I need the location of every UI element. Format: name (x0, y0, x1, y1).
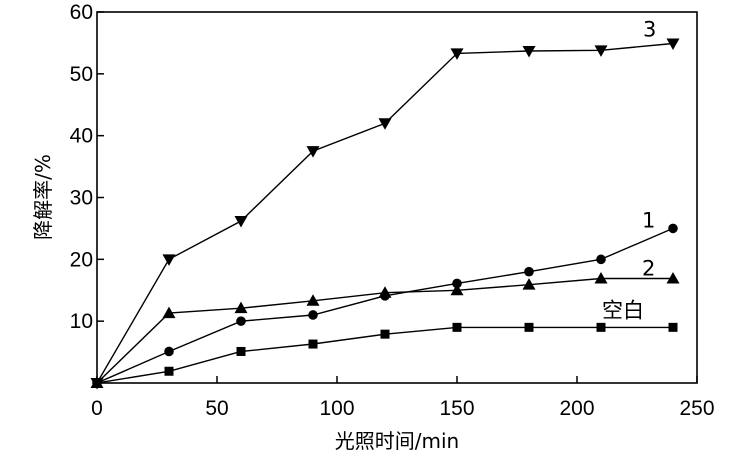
data-point (162, 254, 176, 266)
data-point (236, 316, 246, 326)
data-point (308, 339, 318, 349)
data-point (164, 366, 174, 376)
data-point (380, 329, 390, 339)
y-tick-label: 30 (70, 187, 93, 210)
y-tick-label: 60 (70, 1, 93, 24)
x-axis-title: 光照时间/min (335, 429, 459, 453)
data-point (522, 278, 536, 290)
y-tick-label: 20 (70, 248, 93, 271)
data-point (308, 310, 318, 320)
data-point (378, 118, 392, 130)
data-point (524, 266, 534, 277)
data-point (594, 272, 608, 284)
data-point (524, 322, 534, 332)
data-point (234, 215, 248, 228)
y-axis-title: 降解率/% (31, 154, 55, 240)
data-point (164, 346, 174, 357)
series-label: 1 (642, 208, 655, 232)
data-point (596, 254, 606, 265)
data-point (668, 223, 678, 234)
data-point (450, 48, 464, 60)
data-point (452, 322, 462, 332)
x-tick-label: 200 (559, 397, 594, 420)
x-tick-label: 250 (679, 397, 714, 420)
data-point (234, 301, 248, 314)
series-4: 空白 (92, 298, 678, 388)
data-point (666, 38, 680, 51)
data-point (378, 286, 392, 298)
data-point (522, 45, 536, 58)
x-tick-label: 100 (319, 397, 354, 420)
series-2: 1 (92, 208, 678, 388)
y-tick-label: 10 (70, 310, 93, 333)
data-point (236, 346, 246, 356)
data-point (594, 45, 608, 57)
series-layer: 3 1 2 空白 (90, 18, 680, 390)
series-label: 3 (643, 18, 656, 42)
data-point (666, 272, 680, 284)
data-point (306, 146, 320, 158)
data-point (306, 294, 320, 306)
y-tick-label: 50 (70, 63, 93, 86)
x-tick-label: 150 (439, 397, 474, 420)
x-tick-label: 0 (91, 397, 103, 420)
series-label: 空白 (602, 298, 644, 322)
data-point (452, 278, 462, 289)
data-point (596, 322, 606, 332)
series-1: 3 (90, 18, 680, 390)
x-tick-label: 50 (205, 397, 228, 420)
series-3: 2 (90, 257, 680, 388)
data-point (92, 378, 102, 388)
data-point (668, 322, 678, 332)
series-label: 2 (642, 257, 655, 281)
data-point (162, 306, 176, 319)
y-tick-label: 40 (70, 125, 93, 148)
data-point (450, 283, 464, 296)
axis-ticks: 0 50 100 150 200 250 10 20 30 40 50 60 (70, 1, 715, 420)
